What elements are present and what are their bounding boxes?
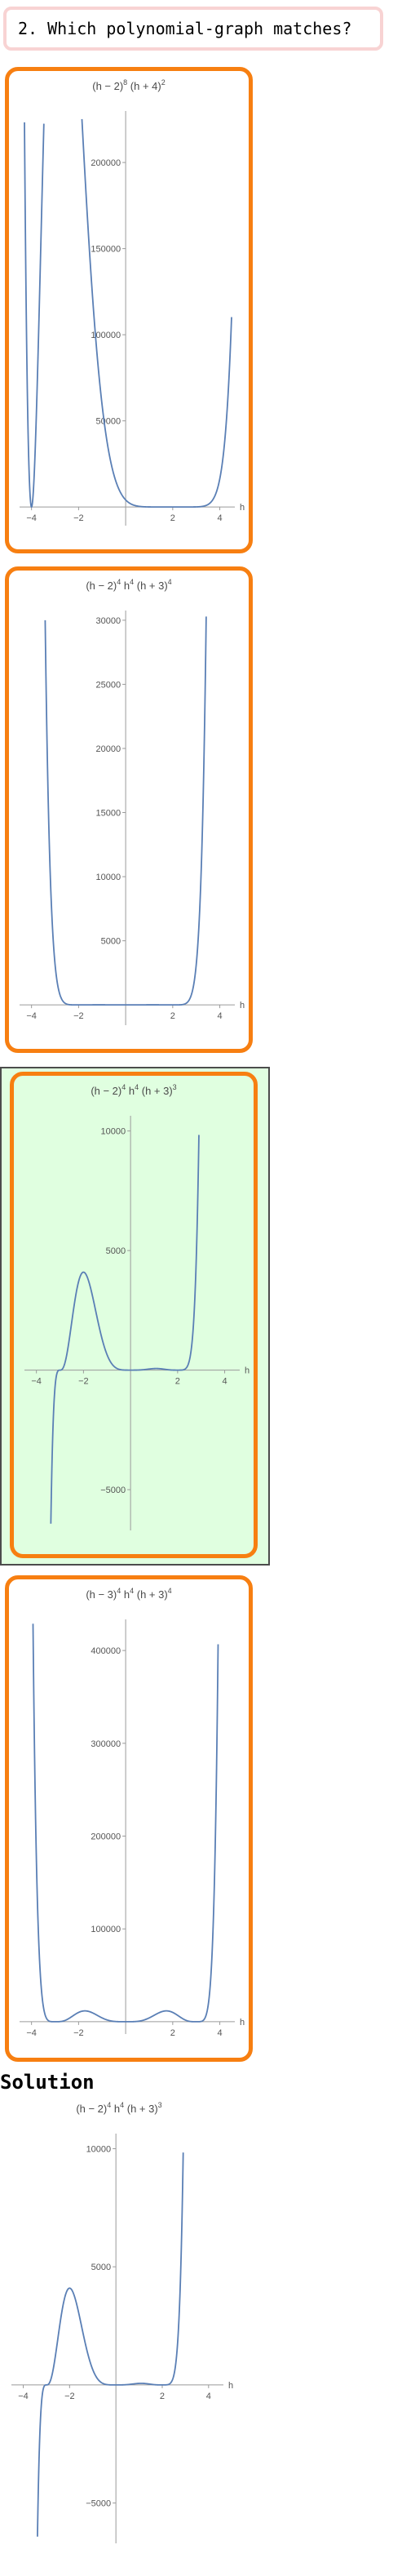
option-2-graph: (h − 2)4 h4 (h + 3)4 h −4 −2 2 4 5000 10000 1500…	[20, 578, 245, 1025]
x-tick-label: −4	[31, 1377, 42, 1387]
x-tick-label: 4	[218, 2028, 223, 2038]
y-tick-label: 5000	[101, 937, 121, 947]
x-axis-label: h	[240, 1001, 245, 1010]
y-tick-label: 10000	[101, 1127, 126, 1137]
polynomial-curve	[37, 2152, 184, 2537]
equation-label: (h − 2)8 (h + 4)2	[92, 78, 166, 92]
x-axis-label: h	[245, 1366, 249, 1376]
polynomial-curve	[50, 1135, 200, 1524]
y-tick-label: 5000	[106, 1246, 126, 1256]
y-tick-label: −5000	[86, 2499, 111, 2509]
x-tick-label: 4	[218, 513, 223, 523]
x-tick-label: 2	[170, 2028, 175, 2038]
x-axis-label: h	[240, 2018, 245, 2027]
y-tick-label: 30000	[96, 616, 121, 626]
y-tick-label: −5000	[100, 1486, 126, 1495]
y-tick-label: 200000	[91, 1832, 121, 1842]
y-tick-label: 5000	[91, 2263, 111, 2272]
solution-heading: Solution	[0, 2071, 95, 2094]
option-3-graph: (h − 2)4 h4 (h + 3)3 h −4 −2 2 4 −5000 5000 1000…	[24, 1083, 249, 1530]
y-tick-label: 100000	[91, 1925, 121, 1934]
y-tick-label: 150000	[91, 245, 121, 255]
y-tick-label: 200000	[91, 158, 121, 168]
x-tick-label: −4	[26, 2028, 37, 2038]
equation-label: (h − 2)4 h4 (h + 3)3	[91, 1083, 176, 1097]
y-tick-label: 10000	[96, 873, 121, 882]
x-tick-label: 2	[170, 513, 175, 523]
polynomial-curve	[44, 616, 207, 1006]
y-tick-label: 300000	[91, 1739, 121, 1749]
x-tick-label: −2	[64, 2392, 75, 2401]
question-prompt: 2. Which polynomial-graph matches?	[3, 7, 383, 51]
option-3-card[interactable]: (h − 2)4 h4 (h + 3)3 h −4 −2 2 4 −5000 5000 1000…	[10, 1072, 258, 1558]
x-tick-label: −4	[26, 513, 37, 523]
equation-label: (h − 2)4 h4 (h + 3)4	[86, 578, 171, 592]
x-tick-label: −2	[73, 513, 84, 523]
y-tick-label: 100000	[91, 331, 121, 340]
option-4-card[interactable]: (h − 3)4 h4 (h + 3)4 h −4 −2 2 4 100000 200000 3…	[5, 1575, 253, 2062]
y-tick-label: 400000	[91, 1646, 121, 1656]
x-axis-label: h	[240, 503, 245, 513]
x-tick-label: 2	[170, 1011, 175, 1021]
selected-option-highlight	[0, 1067, 270, 1566]
question-text: 2. Which polynomial-graph matches?	[18, 19, 352, 38]
x-tick-label: −4	[26, 1011, 37, 1021]
x-tick-label: 2	[160, 2392, 165, 2401]
x-tick-label: −2	[73, 1011, 84, 1021]
x-tick-label: 4	[223, 1377, 227, 1387]
polynomial-curve	[24, 118, 232, 509]
option-2-card[interactable]: (h − 2)4 h4 (h + 3)4 h −4 −2 2 4 5000 10000 1500…	[5, 566, 253, 1053]
x-tick-label: 2	[175, 1377, 180, 1387]
x-tick-label: −4	[18, 2392, 29, 2401]
polynomial-curve	[32, 1623, 219, 2023]
x-tick-label: −2	[73, 2028, 84, 2038]
option-1-graph: (h − 2)8 (h + 4)2 h −4 −2 2 4 50000 100000 15000…	[20, 78, 245, 526]
x-axis-label: h	[228, 2381, 233, 2391]
y-tick-label: 10000	[86, 2144, 112, 2154]
x-tick-label: 4	[218, 1011, 223, 1021]
x-tick-label: 4	[206, 2392, 211, 2401]
y-tick-label: 25000	[96, 680, 121, 690]
x-tick-label: −2	[78, 1377, 89, 1387]
solution-graph: (h − 2)4 h4 (h + 3)3 h −4 −2 2 4 −5000 5000 1000…	[11, 2101, 233, 2543]
option-4-graph: (h − 3)4 h4 (h + 3)4 h −4 −2 2 4 100000 200000 3…	[20, 1587, 245, 2038]
equation-label: (h − 2)4 h4 (h + 3)3	[76, 2101, 161, 2115]
y-tick-label: 20000	[96, 744, 121, 754]
y-tick-label: 50000	[96, 417, 121, 427]
option-1-card[interactable]: (h − 2)8 (h + 4)2 h −4 −2 2 4 50000 100000 15000…	[5, 67, 253, 553]
y-tick-label: 15000	[96, 809, 121, 819]
equation-label: (h − 3)4 h4 (h + 3)4	[86, 1587, 171, 1601]
